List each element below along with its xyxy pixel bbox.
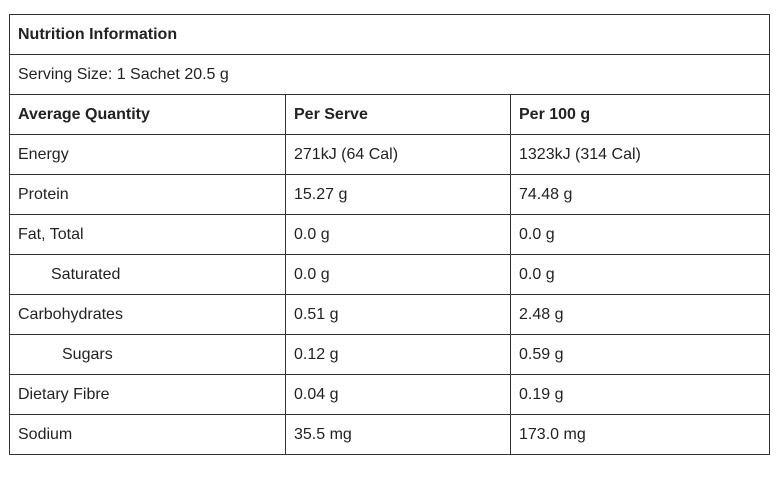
nutrient-name: Dietary Fibre — [9, 374, 286, 415]
nutrient-row: Carbohydrates 0.51 g 2.48 g — [9, 294, 770, 335]
nutrient-name: Protein — [9, 174, 286, 215]
nutrient-row: Dietary Fibre 0.04 g 0.19 g — [9, 374, 770, 415]
nutrient-row: Energy 271kJ (64 Cal) 1323kJ (314 Cal) — [9, 134, 770, 175]
nutrition-table: Nutrition Information Serving Size: 1 Sa… — [9, 14, 770, 455]
nutrient-row: Protein 15.27 g 74.48 g — [9, 174, 770, 215]
serving-row: Serving Size: 1 Sachet 20.5 g — [9, 54, 770, 95]
header-cell: Per 100 g — [510, 94, 770, 135]
nutrient-row: Saturated 0.0 g 0.0 g — [9, 254, 770, 295]
nutrient-value: 0.51 g — [285, 294, 511, 335]
nutrient-value: 0.0 g — [510, 214, 770, 255]
nutrient-value: 15.27 g — [285, 174, 511, 215]
nutrient-value: 0.0 g — [285, 214, 511, 255]
nutrient-value: 74.48 g — [510, 174, 770, 215]
nutrient-name: Carbohydrates — [9, 294, 286, 335]
nutrient-name: Saturated — [9, 254, 286, 295]
nutrient-value: 0.59 g — [510, 334, 770, 375]
title-row: Nutrition Information — [9, 14, 770, 55]
header-cell: Per Serve — [285, 94, 511, 135]
nutrient-value: 35.5 mg — [285, 414, 511, 455]
nutrient-value: 0.0 g — [510, 254, 770, 295]
nutrient-value: 271kJ (64 Cal) — [285, 134, 511, 175]
nutrient-row: Fat, Total 0.0 g 0.0 g — [9, 214, 770, 255]
table-body: Nutrition Information Serving Size: 1 Sa… — [9, 14, 770, 455]
nutrient-value: 2.48 g — [510, 294, 770, 335]
nutrient-value: 1323kJ (314 Cal) — [510, 134, 770, 175]
nutrient-name: Sodium — [9, 414, 286, 455]
table-title: Nutrition Information — [9, 14, 770, 55]
nutrient-row: Sugars 0.12 g 0.59 g — [9, 334, 770, 375]
nutrient-value: 0.04 g — [285, 374, 511, 415]
header-cell: Average Quantity — [9, 94, 286, 135]
nutrient-name: Fat, Total — [9, 214, 286, 255]
nutrient-name: Sugars — [9, 334, 286, 375]
nutrient-value: 0.12 g — [285, 334, 511, 375]
nutrient-row: Sodium 35.5 mg 173.0 mg — [9, 414, 770, 455]
nutrient-value: 0.0 g — [285, 254, 511, 295]
serving-size: Serving Size: 1 Sachet 20.5 g — [9, 54, 770, 95]
nutrient-value: 0.19 g — [510, 374, 770, 415]
header-row: Average Quantity Per Serve Per 100 g — [9, 94, 770, 135]
nutrient-name: Energy — [9, 134, 286, 175]
nutrient-value: 173.0 mg — [510, 414, 770, 455]
